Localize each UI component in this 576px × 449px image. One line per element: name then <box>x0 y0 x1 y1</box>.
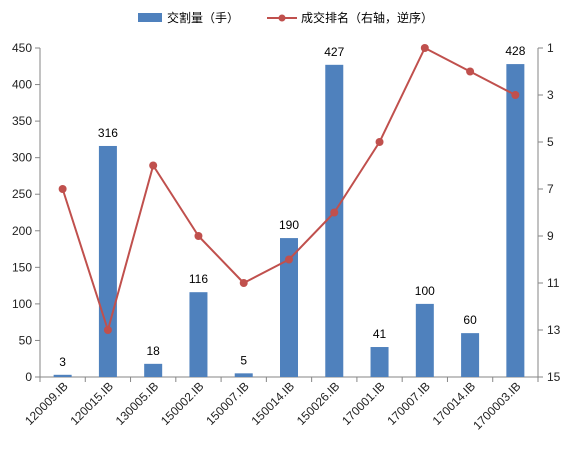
left-tick-label: 150 <box>12 260 32 274</box>
bar-data-label: 3 <box>59 355 66 369</box>
bar-data-labels: 3 316 18 116 5 190 427 41 100 60 428 <box>59 44 525 369</box>
line-series <box>58 44 520 334</box>
x-tick-label: 1700003.IB <box>470 379 523 432</box>
bar-data-label: 18 <box>147 344 161 358</box>
bar-data-label: 428 <box>505 44 525 58</box>
x-tick-label: 170007.IB <box>384 379 433 428</box>
line-point <box>420 44 429 52</box>
left-tick-label: 200 <box>12 224 32 238</box>
left-tick-label: 450 <box>12 41 32 55</box>
bar <box>461 333 480 377</box>
line-point <box>194 232 203 240</box>
bar-data-label: 5 <box>240 353 247 367</box>
right-tick-label: 13 <box>547 323 561 337</box>
line-point <box>239 279 248 287</box>
bar <box>415 303 434 377</box>
x-tick-label: 130005.IB <box>113 379 162 428</box>
bar-data-label: 116 <box>189 272 208 286</box>
bar-data-label: 190 <box>279 218 299 232</box>
bar-data-label: 41 <box>373 327 387 341</box>
bar <box>98 145 117 377</box>
line-point <box>330 208 339 217</box>
bar <box>53 374 72 377</box>
legend-line-label: 成交排名（右轴，逆序） <box>301 10 433 25</box>
line-point <box>103 326 112 334</box>
left-tick-label: 250 <box>12 187 32 201</box>
bar <box>234 373 253 377</box>
bar <box>280 238 298 377</box>
bar <box>144 363 163 377</box>
line-point <box>466 67 475 76</box>
legend-bar-label: 交割量（手） <box>167 10 239 25</box>
x-tick-label: 120015.IB <box>67 379 116 428</box>
right-tick-label: 3 <box>547 88 554 102</box>
legend-bar-swatch <box>138 13 162 22</box>
left-tick-label: 350 <box>12 114 32 128</box>
bar <box>506 64 525 377</box>
right-tick-label: 9 <box>547 229 554 243</box>
line-point <box>149 161 158 170</box>
line-point <box>58 185 67 193</box>
legend-line-marker <box>278 14 286 22</box>
line-point <box>285 255 293 264</box>
left-tick-label: 300 <box>12 151 32 165</box>
x-tick-label: 150014.IB <box>249 379 298 428</box>
left-tick-label: 400 <box>12 78 32 92</box>
bar <box>370 347 389 377</box>
x-tick-label: 170001.IB <box>339 379 388 428</box>
legend: 交割量（手） 成交排名（右轴，逆序） <box>138 10 433 25</box>
x-tick-label: 120009.IB <box>22 379 71 428</box>
bar <box>325 64 344 377</box>
line-point <box>511 91 520 99</box>
bar-data-label: 316 <box>98 126 118 140</box>
right-tick-label: 7 <box>547 182 554 196</box>
left-tick-label: 100 <box>12 297 32 311</box>
right-tick-label: 1 <box>547 41 554 55</box>
bar-data-label: 427 <box>324 45 344 59</box>
left-tick-label: 50 <box>19 333 33 347</box>
right-tick-label: 5 <box>547 135 554 149</box>
left-tick-label: 0 <box>25 370 32 384</box>
right-tick-label: 15 <box>547 370 561 384</box>
right-tick-label: 11 <box>547 276 560 290</box>
x-tick-label: 150026.IB <box>294 379 343 428</box>
bar-data-label: 100 <box>415 284 435 298</box>
x-tick-label: 150002.IB <box>158 379 207 428</box>
line-point <box>375 138 384 146</box>
x-tick-label: 150007.IB <box>203 379 252 428</box>
bar-data-label: 60 <box>463 313 477 327</box>
bar <box>189 292 208 377</box>
